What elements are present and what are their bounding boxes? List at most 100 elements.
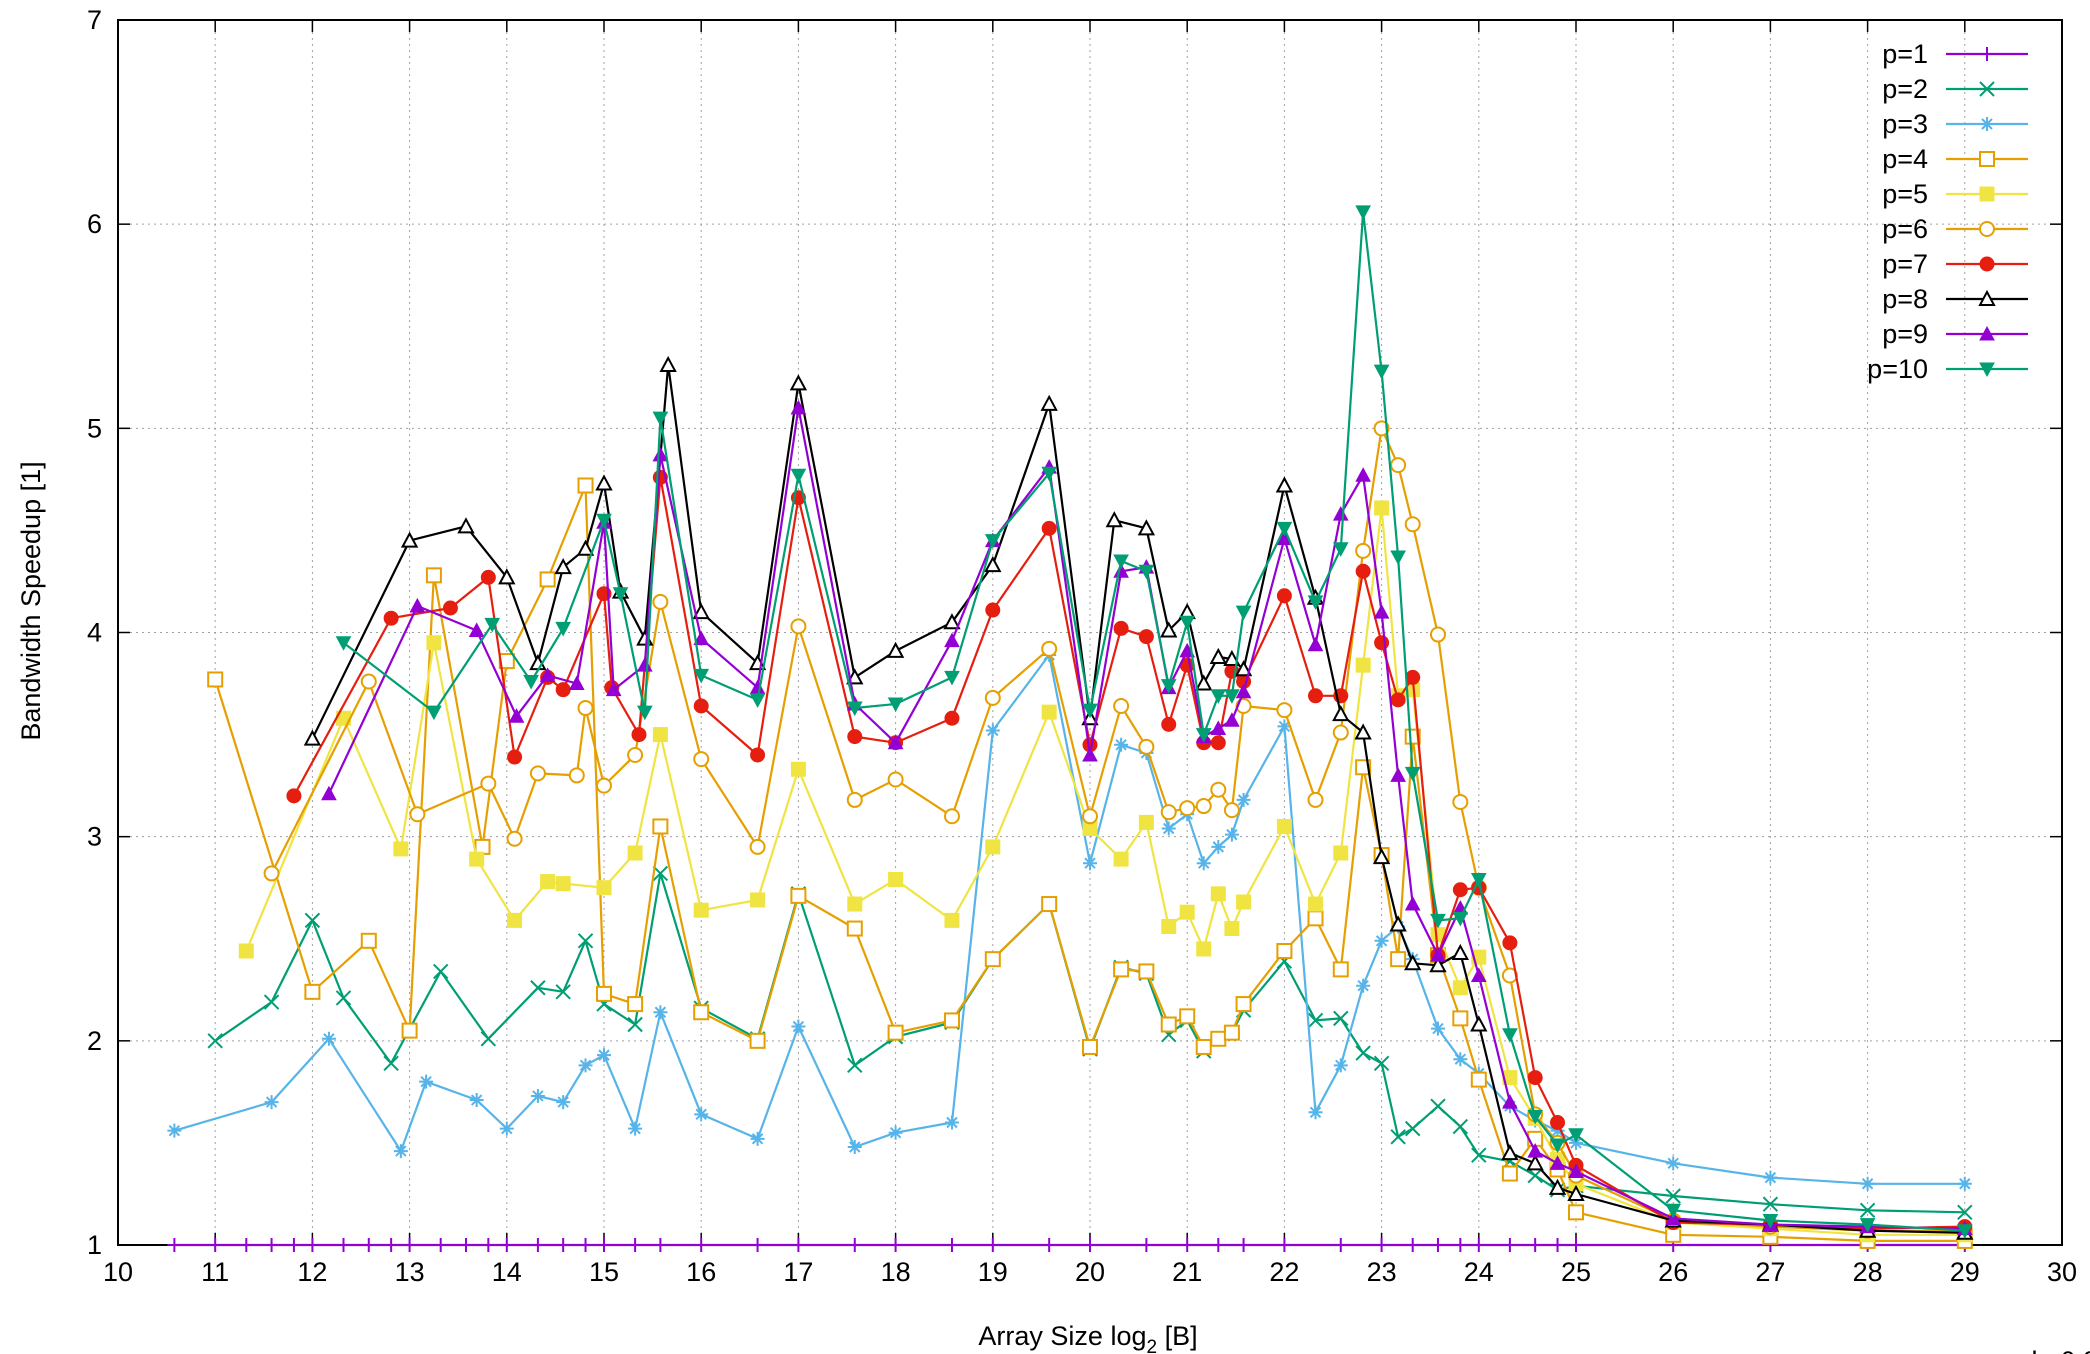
data-point	[264, 1095, 279, 1110]
data-point	[1332, 506, 1349, 521]
data-point	[1356, 978, 1371, 993]
data-point	[1957, 1204, 1973, 1221]
data-point	[1550, 1123, 1565, 1138]
data-point	[1236, 894, 1252, 910]
data-point	[1137, 519, 1156, 536]
data-point	[1390, 457, 1407, 474]
data-point	[693, 668, 710, 684]
legend-item: p=10	[1867, 354, 2028, 384]
data-point	[1041, 896, 1058, 913]
data-point	[887, 734, 904, 750]
data-point	[1041, 466, 1058, 482]
data-point	[1308, 688, 1324, 704]
data-point	[1195, 674, 1213, 691]
data-point	[1196, 941, 1212, 957]
x-tick-label: 10	[103, 1257, 133, 1287]
data-point	[335, 636, 352, 651]
data-point	[1372, 847, 1391, 865]
data-point	[540, 874, 556, 890]
series-line	[214, 872, 1965, 1214]
data-point	[1762, 1214, 1779, 1229]
data-point	[984, 951, 1001, 968]
data-point	[985, 839, 1001, 855]
data-point	[888, 1238, 903, 1252]
data-point	[984, 556, 1002, 573]
data-point	[1308, 896, 1324, 912]
data-point	[578, 1058, 593, 1073]
legend-label: p=3	[1882, 109, 1928, 139]
data-point	[1471, 1238, 1486, 1252]
data-point	[1210, 886, 1226, 902]
data-point	[596, 777, 612, 794]
x-tick-label: 15	[589, 1257, 619, 1287]
data-point	[432, 963, 449, 980]
data-point	[1082, 703, 1098, 719]
data-point	[1390, 692, 1406, 708]
data-point	[1390, 550, 1406, 566]
data-point	[1307, 791, 1324, 808]
legend-item: p=1	[1882, 39, 2028, 69]
data-point	[508, 708, 525, 723]
data-point	[1569, 1238, 1583, 1252]
data-point	[1527, 1167, 1543, 1184]
data-point	[442, 600, 458, 616]
x-tick-label: 12	[297, 1257, 327, 1287]
data-point	[1404, 954, 1422, 971]
data-point	[1333, 1010, 1349, 1027]
data-point	[652, 446, 669, 462]
data-point	[1979, 221, 1995, 237]
data-point	[847, 1057, 863, 1074]
data-point	[1527, 1109, 1544, 1125]
data-point	[1430, 1021, 1445, 1036]
data-point	[1527, 1143, 1544, 1158]
data-point	[750, 1238, 765, 1252]
data-point	[943, 613, 961, 630]
data-point	[1277, 719, 1292, 734]
legend-item: p=3	[1882, 109, 2028, 139]
data-point	[568, 767, 585, 784]
data-point	[393, 1144, 408, 1159]
data-point	[1452, 1118, 1469, 1135]
data-point	[1138, 814, 1154, 830]
data-point	[1223, 802, 1240, 819]
data-point	[1224, 689, 1240, 704]
legend-label: p=7	[1882, 249, 1928, 279]
data-point	[846, 920, 863, 937]
data-point	[1235, 683, 1252, 699]
data-point	[1113, 961, 1130, 978]
data-point	[1210, 720, 1227, 735]
data-point	[847, 1238, 862, 1252]
data-point	[1160, 804, 1177, 821]
data-point	[577, 933, 594, 949]
data-point	[1452, 911, 1469, 927]
data-point	[1210, 1030, 1227, 1047]
x-tick-label: 13	[395, 1257, 425, 1287]
data-point	[1083, 1238, 1097, 1252]
data-point	[692, 602, 710, 620]
data-point	[286, 788, 302, 804]
data-point	[523, 675, 539, 690]
data-point	[1549, 1138, 1566, 1154]
data-point	[790, 399, 807, 415]
data-point	[846, 791, 863, 808]
series-p-8	[303, 355, 1974, 1240]
data-point	[1042, 1238, 1057, 1252]
data-point	[1355, 657, 1371, 673]
data-point	[1453, 1052, 1468, 1067]
data-point	[1429, 956, 1447, 973]
data-point	[400, 531, 419, 548]
x-axis-label: Array Size log2 [B]	[978, 1321, 1197, 1354]
y-tick-label: 2	[87, 1026, 102, 1056]
data-point	[1470, 1071, 1487, 1088]
data-point	[847, 896, 863, 912]
data-point	[1105, 511, 1123, 528]
data-point	[426, 705, 442, 721]
data-point	[1979, 362, 1995, 378]
data-point	[419, 1074, 434, 1089]
x-tick-label: 23	[1367, 1257, 1397, 1287]
series-p-10	[335, 205, 1973, 1239]
data-point	[1161, 919, 1177, 934]
data-point	[1390, 1129, 1406, 1145]
data-point	[1113, 851, 1129, 867]
